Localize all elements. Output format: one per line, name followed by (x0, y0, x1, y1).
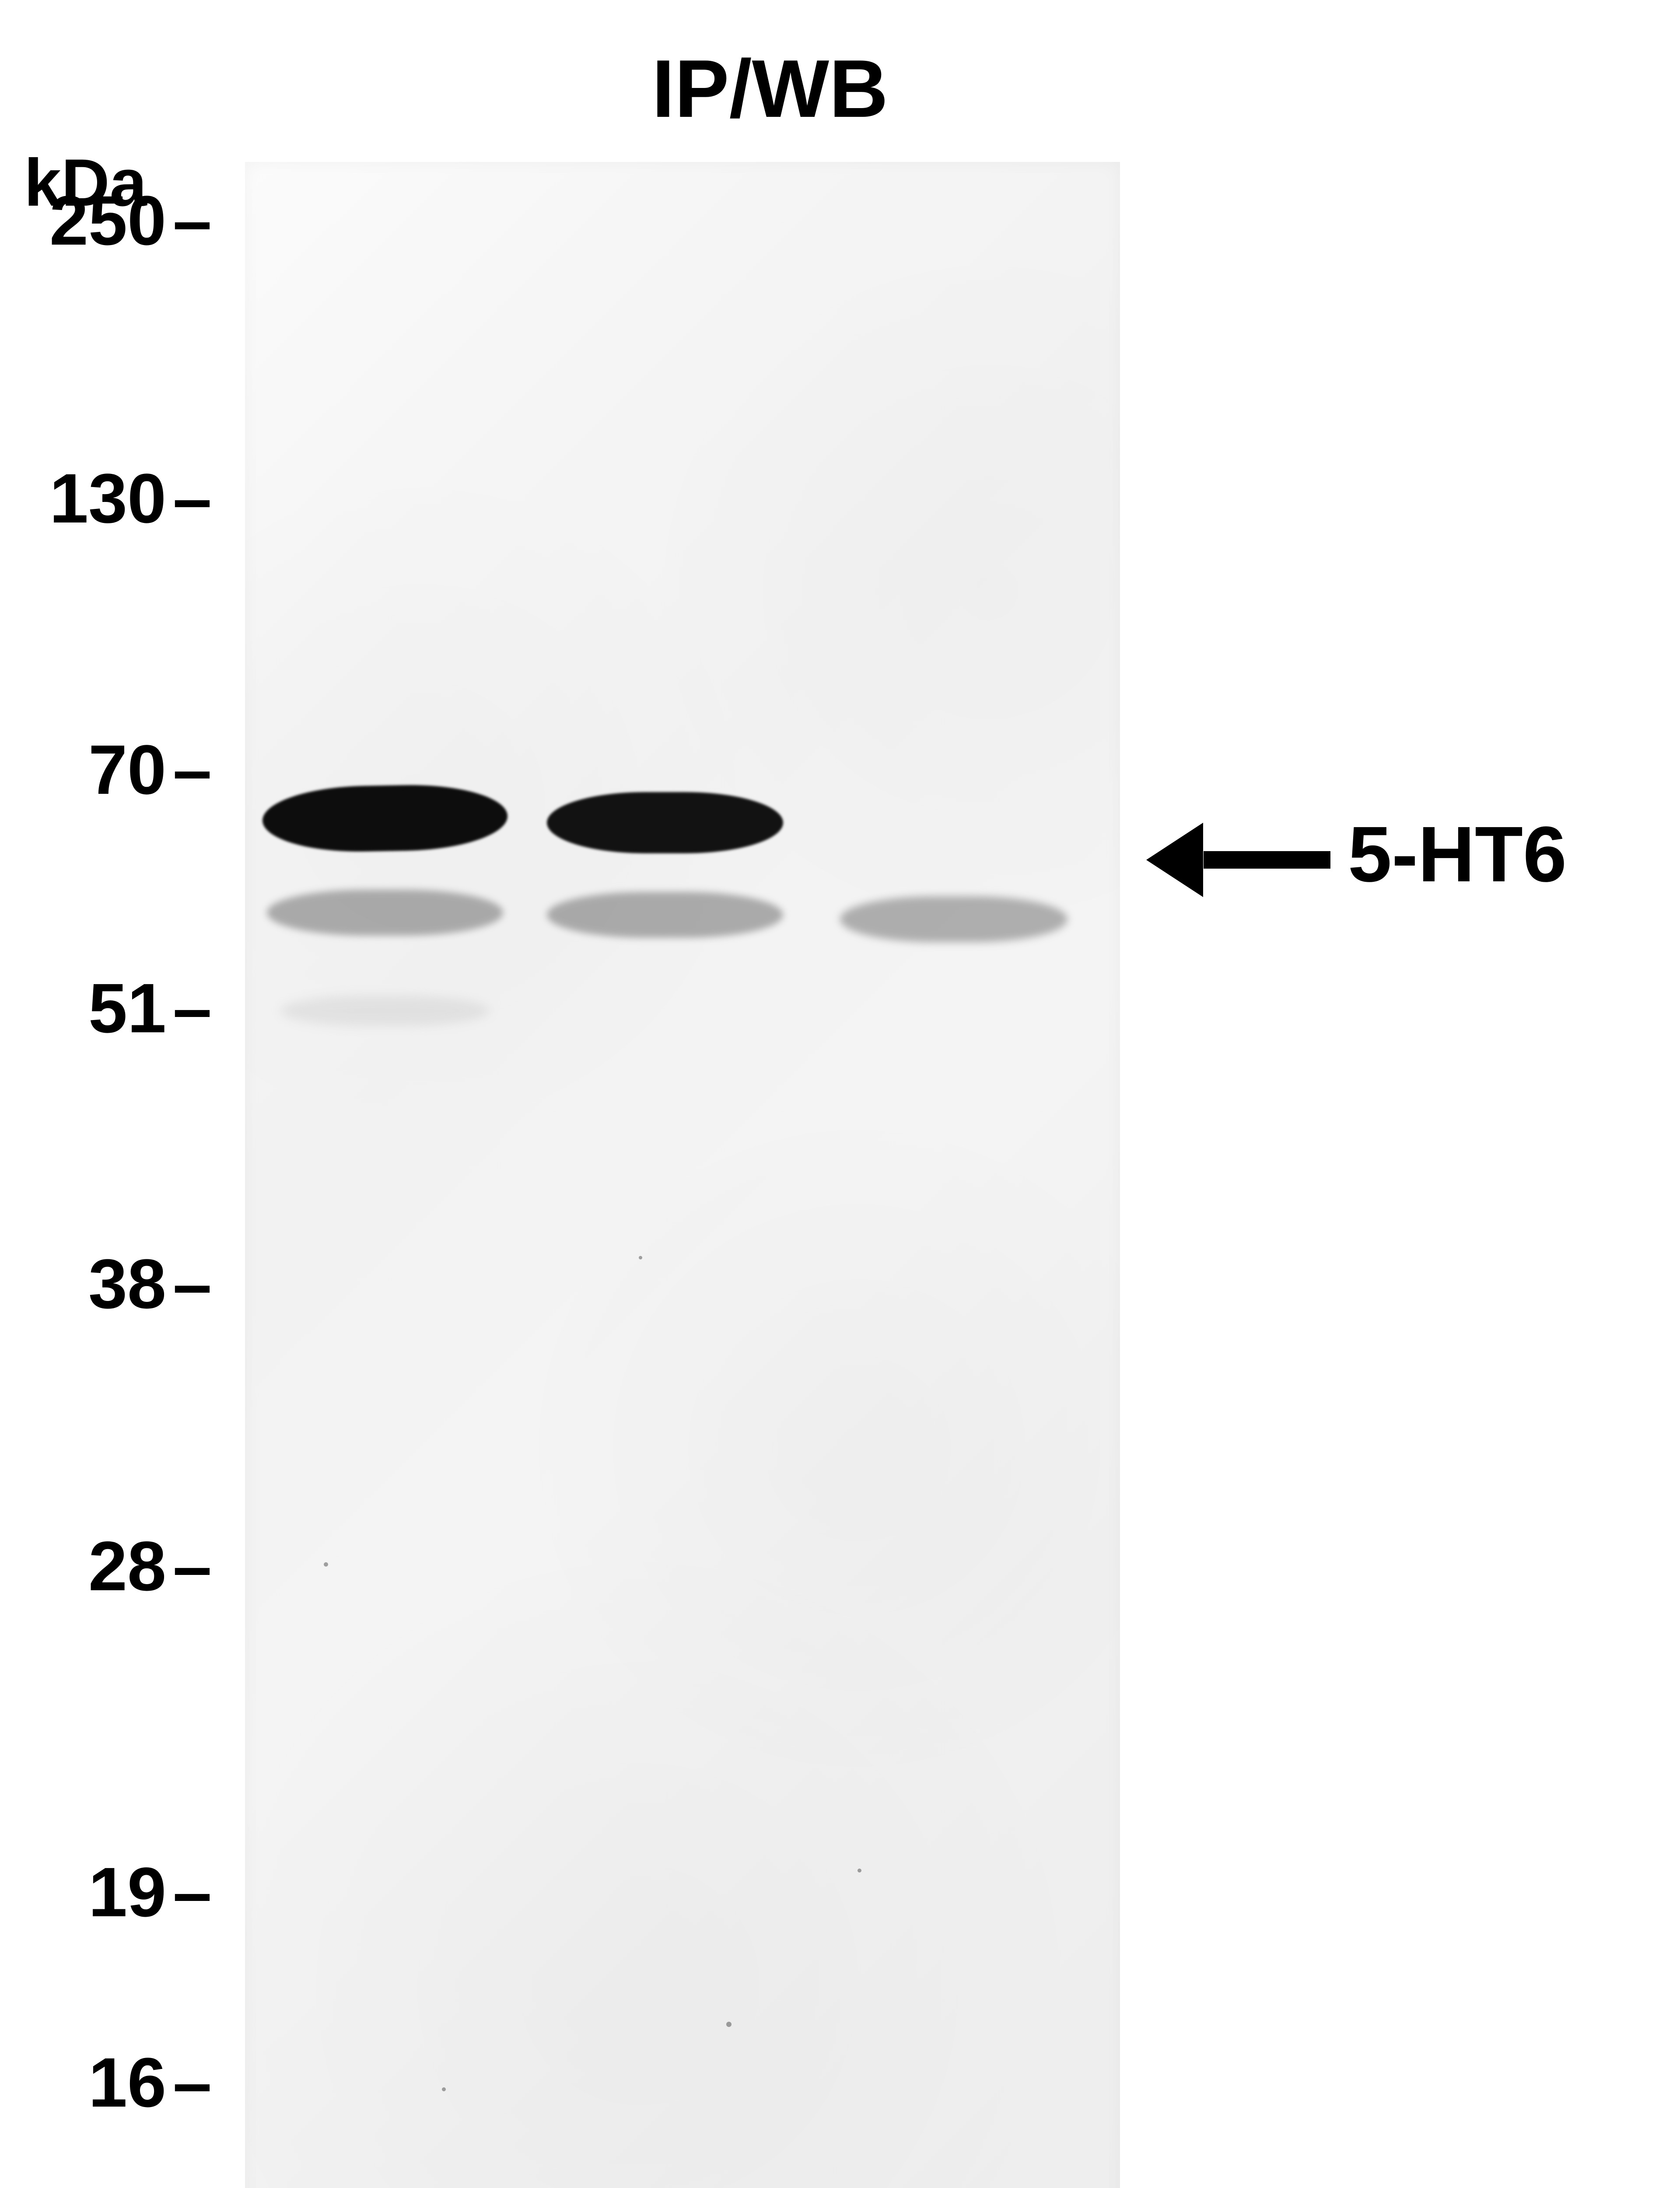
mw-label: 38 (0, 1244, 166, 1324)
band (547, 792, 783, 853)
band (267, 890, 503, 936)
band (280, 996, 490, 1026)
mw-label: 51 (0, 968, 166, 1048)
mw-label: 130 (0, 458, 166, 539)
blot-noise (245, 162, 1120, 2188)
arrow-head-icon (1146, 823, 1203, 897)
mw-label: 16 (0, 2042, 166, 2123)
blot-membrane (245, 162, 1120, 2188)
blot-speck (639, 1256, 642, 1259)
blot-speck (442, 2087, 446, 2091)
mw-label: 70 (0, 729, 166, 810)
mw-dash: – (173, 2042, 212, 2123)
western-blot-figure: IP/WB kDa 250–130–70–51–38–28–19–16– 5-H… (0, 0, 1680, 2188)
band (840, 896, 1068, 942)
mw-dash: – (173, 1244, 212, 1324)
panel-header: IP/WB (652, 42, 888, 136)
arrow-shaft (1204, 851, 1330, 869)
mw-label: 250 (0, 180, 166, 261)
mw-dash: – (173, 180, 212, 261)
band (547, 892, 783, 938)
mw-dash: – (173, 968, 212, 1048)
mw-label: 19 (0, 1852, 166, 1932)
mw-dash: – (173, 1852, 212, 1932)
blot-speck (726, 2022, 732, 2027)
target-arrow: 5-HT6 (1146, 820, 1567, 899)
protein-label: 5-HT6 (1348, 815, 1567, 894)
mw-dash: – (173, 729, 212, 810)
blot-speck (858, 1869, 861, 1872)
blot-speck (324, 1562, 328, 1567)
mw-dash: – (173, 1526, 212, 1606)
mw-label: 28 (0, 1526, 166, 1606)
mw-dash: – (173, 458, 212, 539)
